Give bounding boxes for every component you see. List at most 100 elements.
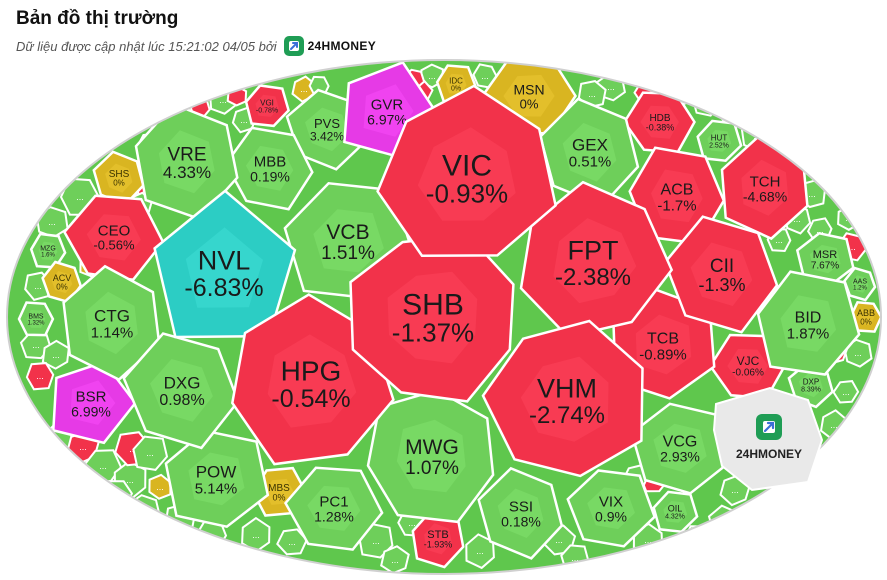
stock-ticker: POW <box>196 463 237 482</box>
minor-cell-label: ... <box>481 71 489 81</box>
stock-change: -0.93% <box>426 179 508 209</box>
stock-change: -0.56% <box>93 237 135 252</box>
brand-logo[interactable]: 24HMONEY <box>283 35 376 57</box>
stock-ticker: MWG <box>405 436 459 459</box>
24hmoney-logo-icon <box>756 414 782 440</box>
watermark-cell[interactable]: 24HMONEY <box>712 386 824 492</box>
minor-cell-label: ... <box>391 555 399 565</box>
stock-change: 0.98% <box>159 392 204 409</box>
stock-ticker: MZG <box>40 245 56 252</box>
stock-change: 0.51% <box>569 153 612 170</box>
minor-cell-label: ... <box>76 192 84 202</box>
minor-cell-label: ... <box>372 536 380 546</box>
stock-cell-highlight <box>497 488 544 538</box>
stock-ticker: MBS <box>268 483 290 494</box>
minor-cell[interactable]: ... <box>832 380 860 404</box>
stock-change: 1.6% <box>41 253 55 259</box>
stock-change: -6.83% <box>184 274 263 302</box>
minor-cell-label: ... <box>428 71 436 81</box>
minor-cell-shape <box>832 380 860 404</box>
stock-ticker: VHM <box>537 374 597 404</box>
minor-cell[interactable]: ... <box>41 339 70 370</box>
minor-cell-label: ... <box>219 95 227 105</box>
stock-cell-highlight <box>255 94 279 117</box>
stock-ticker: PC1 <box>319 494 348 511</box>
stock-change: 1.07% <box>405 458 459 479</box>
minor-cell[interactable]: ... <box>380 545 410 574</box>
stock-change: 2.52% <box>709 143 729 150</box>
stock-change: 2.93% <box>660 448 700 464</box>
stock-ticker: CII <box>710 256 734 277</box>
stock-cell-highlight <box>780 295 837 352</box>
stock-cell-highlight <box>635 314 692 375</box>
stock-cell-shape <box>17 301 55 337</box>
stock-cell-highlight <box>85 291 138 355</box>
stock-cell-fpt[interactable]: FPT-2.38% <box>519 180 674 339</box>
stock-cell-shb[interactable]: SHB-1.37% <box>349 233 515 403</box>
minor-cell-label: ... <box>476 546 484 556</box>
stock-cell-vgi[interactable]: VGI-0.78% <box>244 84 291 128</box>
stock-ticker: HUT <box>711 133 728 142</box>
stock-cell-shape <box>164 429 270 529</box>
stock-cell-highlight <box>663 501 688 523</box>
stock-cell-hpg[interactable]: HPG-0.54% <box>230 293 395 466</box>
stock-cell-highlight <box>651 169 703 223</box>
stock-cell-shape <box>244 84 291 128</box>
minor-cell[interactable]: ... <box>25 362 55 391</box>
minor-cell-label: ... <box>830 420 838 430</box>
stock-cell-shape <box>477 466 564 560</box>
stock-cell-shape <box>756 270 861 376</box>
stock-ticker: BMS <box>28 313 44 320</box>
minor-cell-label: ... <box>252 530 260 540</box>
stock-cell-ceo[interactable]: CEO-0.56% <box>62 194 165 282</box>
minor-cell-label: ... <box>300 84 308 94</box>
minor-cell-shape <box>41 339 70 370</box>
minor-cell-label: ... <box>793 214 801 224</box>
stock-cell-highlight <box>503 74 555 117</box>
stock-change: 6.97% <box>367 111 407 127</box>
stock-cell-highlight <box>267 334 357 428</box>
stock-cell-tch[interactable]: TCH-4.68% <box>720 134 809 241</box>
stock-ticker: STB <box>427 529 448 541</box>
minor-cell[interactable]: ... <box>35 206 69 239</box>
minor-cell-label: ... <box>816 225 824 235</box>
minor-cell-label: ... <box>32 340 40 350</box>
minor-cell[interactable]: ... <box>843 338 873 368</box>
stock-cell-vic[interactable]: VIC-0.93% <box>376 84 557 258</box>
stock-ticker: FPT <box>568 236 619 266</box>
stock-cell-highlight <box>245 145 294 191</box>
stock-change: -4.68% <box>743 188 787 204</box>
stock-change: 1.2% <box>853 286 867 292</box>
stock-change: -0.54% <box>271 385 350 413</box>
stock-cell-highlight <box>653 423 707 473</box>
stock-change: 6.99% <box>71 403 111 419</box>
stock-ticker: GVR <box>371 97 404 114</box>
stock-ticker: VJC <box>737 354 760 368</box>
stock-cell-stb[interactable]: STB-1.93% <box>411 508 465 569</box>
minor-cell[interactable]: ... <box>132 435 169 471</box>
minor-cell-label: ... <box>113 489 121 499</box>
stock-change: 0% <box>451 86 461 93</box>
minor-cell-label: ... <box>288 537 296 547</box>
stock-cell-highlight <box>741 159 789 216</box>
stock-change: 0% <box>520 96 539 111</box>
stock-ticker: MSN <box>513 82 544 98</box>
stock-cell-vhm[interactable]: VHM-2.74% <box>481 319 644 478</box>
stock-cell-nvl[interactable]: NVL-6.83% <box>153 189 297 339</box>
